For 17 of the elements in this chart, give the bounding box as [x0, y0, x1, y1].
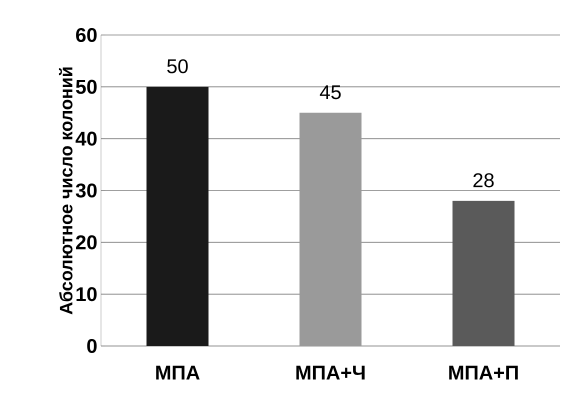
bar	[452, 200, 515, 346]
y-tick-label: 40	[76, 132, 97, 146]
x-tick-label: МПА	[156, 366, 200, 380]
data-label: 50	[167, 59, 188, 74]
bar	[300, 112, 362, 346]
data-label: 45	[320, 85, 341, 100]
x-tick-label: МПА+П	[449, 366, 518, 380]
bar	[146, 86, 209, 346]
y-axis-title: Абсолютное число колоний	[58, 67, 72, 314]
y-tick-label: 60	[76, 28, 97, 42]
y-tick-label: 10	[76, 287, 97, 302]
y-tick-label: 0	[87, 338, 97, 354]
y-tick-label: 30	[76, 183, 97, 198]
y-tick-label: 50	[76, 80, 97, 94]
data-label: 28	[473, 173, 494, 188]
x-tick-label: МПА+Ч	[296, 366, 365, 380]
y-tick-label: 20	[76, 235, 97, 250]
